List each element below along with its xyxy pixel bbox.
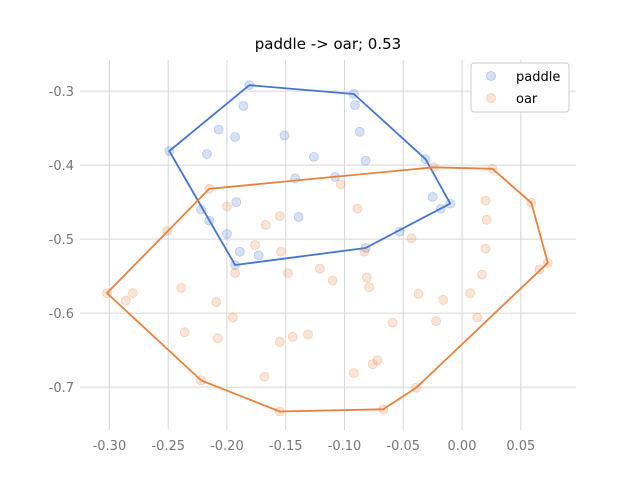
paddle-point [221,228,232,239]
series-paddle [164,80,456,270]
x-tick-label: -0.15 [269,439,303,454]
oar-point [361,272,372,283]
oar-point [352,203,363,214]
paddle-point [354,126,365,137]
y-tick-label: -0.5 [49,233,74,248]
oar-point [465,288,476,299]
paddle-point [213,124,224,135]
x-tick-label: 0.05 [506,439,535,454]
oar-point [250,240,261,250]
oar-point [227,312,238,323]
y-tick-label: -0.7 [49,381,74,396]
x-tick-label: 0.00 [448,439,477,454]
oar-point [348,368,359,378]
oar-point [372,355,383,366]
oar-point [287,331,298,342]
chart-title: paddle -> oar; 0.53 [255,35,401,53]
paddle-point [308,151,319,162]
y-tick-label: -0.3 [49,85,74,100]
x-tick-label: -0.25 [151,439,185,454]
oar-point [335,179,346,190]
y-tick-label: -0.4 [49,159,74,174]
oar-point [364,282,375,293]
oar-point [472,312,483,323]
oar-point [431,316,442,327]
paddle-point [360,155,371,166]
oar-point [314,263,325,274]
oar-point [176,282,187,293]
paddle-point [350,100,360,110]
legend-label-paddle: paddle [516,70,560,85]
oar-point [260,220,271,230]
oar-point [127,288,138,299]
oar-point [179,327,190,338]
oar-point [406,233,417,244]
oar-point [259,371,270,382]
legend-label-oar: oar [516,92,538,107]
paddle-point [253,250,264,261]
paddle-point [293,211,304,222]
legend-box [470,62,570,113]
legend: paddle oar [470,62,570,113]
legend-marker-paddle [486,71,496,81]
series-layer [102,80,553,417]
oar-point [477,269,487,280]
oar-point [327,275,338,286]
oar-point [120,295,131,306]
oar-point [276,246,286,257]
oar-point [212,333,223,344]
paddle-point [201,149,212,159]
oar-point [480,195,491,206]
y-tick-label: -0.6 [49,307,74,322]
paddle-hull [168,84,452,266]
paddle-point [230,132,241,142]
paddle-point [231,197,242,208]
paddle-point [238,101,249,111]
legend-marker-oar [486,93,496,103]
x-tick-label: -0.30 [93,439,127,454]
oar-point [481,214,492,225]
x-tick-label: -0.20 [210,439,244,454]
oar-point [274,336,285,347]
oar-point [387,317,398,328]
oar-point [303,329,313,340]
oar-point [283,268,293,279]
paddle-point [234,246,245,257]
x-tick-label: -0.10 [328,439,362,454]
oar-point [367,359,378,370]
oar-point [413,288,424,299]
oar-point [274,211,285,222]
paddle-point [279,130,290,141]
oar-point [221,201,232,212]
x-tick-label: -0.05 [386,439,420,454]
oar-point [438,294,449,305]
oar-point [211,297,222,307]
paddle-point [427,191,438,202]
oar-point [230,268,241,279]
oar-point [359,246,370,257]
series-oar [102,162,553,417]
oar-point [480,243,491,254]
grid [80,60,576,430]
oar-hull [106,166,549,413]
tick-labels: -0.30 -0.25 -0.20 -0.15 -0.10 -0.05 0.00 0.05 -0… [49,85,536,454]
